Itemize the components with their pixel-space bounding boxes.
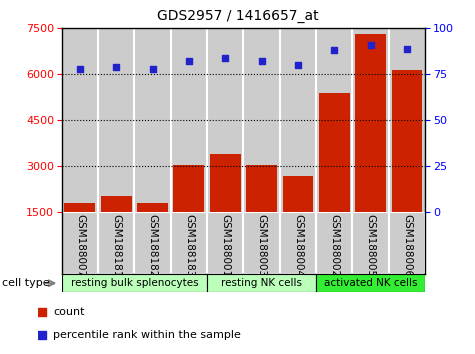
Bar <box>316 212 352 274</box>
Text: cell type: cell type <box>2 278 50 288</box>
Point <box>185 59 193 64</box>
Text: GSM188183: GSM188183 <box>184 214 194 278</box>
Point <box>331 47 338 53</box>
Bar <box>65 203 95 258</box>
Point <box>76 66 84 72</box>
Bar <box>243 28 280 212</box>
Text: GSM188181: GSM188181 <box>111 214 121 278</box>
Text: count: count <box>54 307 85 318</box>
Bar <box>246 165 277 258</box>
Text: GSM188001: GSM188001 <box>220 214 230 278</box>
Bar <box>391 70 422 258</box>
Bar <box>62 212 98 274</box>
Text: GSM188004: GSM188004 <box>293 214 303 278</box>
Bar <box>316 274 425 292</box>
Bar <box>207 212 243 274</box>
Text: percentile rank within the sample: percentile rank within the sample <box>54 330 241 341</box>
Bar <box>280 28 316 212</box>
Bar <box>98 28 134 212</box>
Bar <box>171 28 207 212</box>
Bar <box>62 274 207 292</box>
Bar <box>352 212 389 274</box>
Bar <box>210 154 241 258</box>
Text: GSM188007: GSM188007 <box>75 214 85 278</box>
Point <box>258 59 266 64</box>
Point <box>263 217 271 222</box>
Point <box>403 46 411 51</box>
Point <box>294 62 302 68</box>
Bar <box>283 176 314 258</box>
Point <box>221 55 229 61</box>
Bar <box>280 212 316 274</box>
Bar <box>389 212 425 274</box>
Bar <box>207 274 316 292</box>
Bar <box>98 212 134 274</box>
Bar <box>62 28 98 212</box>
Bar <box>101 195 132 258</box>
Text: GSM188002: GSM188002 <box>329 214 339 278</box>
Bar <box>137 203 168 258</box>
Bar <box>355 34 386 258</box>
Text: GSM188006: GSM188006 <box>402 214 412 278</box>
Text: resting bulk splenocytes: resting bulk splenocytes <box>71 278 198 288</box>
Bar <box>171 212 207 274</box>
Bar <box>243 212 280 274</box>
Bar <box>173 165 204 258</box>
Text: resting NK cells: resting NK cells <box>221 278 302 288</box>
Point <box>149 66 156 72</box>
Text: GDS2957 / 1416657_at: GDS2957 / 1416657_at <box>157 9 318 23</box>
Text: activated NK cells: activated NK cells <box>324 278 418 288</box>
Text: GSM188182: GSM188182 <box>148 214 158 278</box>
Bar <box>319 93 350 258</box>
Point <box>263 7 271 13</box>
Bar <box>207 28 243 212</box>
Text: GSM188005: GSM188005 <box>366 214 376 278</box>
Point <box>113 64 120 70</box>
Bar <box>352 28 389 212</box>
Point <box>367 42 374 48</box>
Bar <box>134 212 171 274</box>
Bar <box>389 28 425 212</box>
Text: GSM188003: GSM188003 <box>256 214 266 278</box>
Bar <box>316 28 352 212</box>
Bar <box>134 28 171 212</box>
